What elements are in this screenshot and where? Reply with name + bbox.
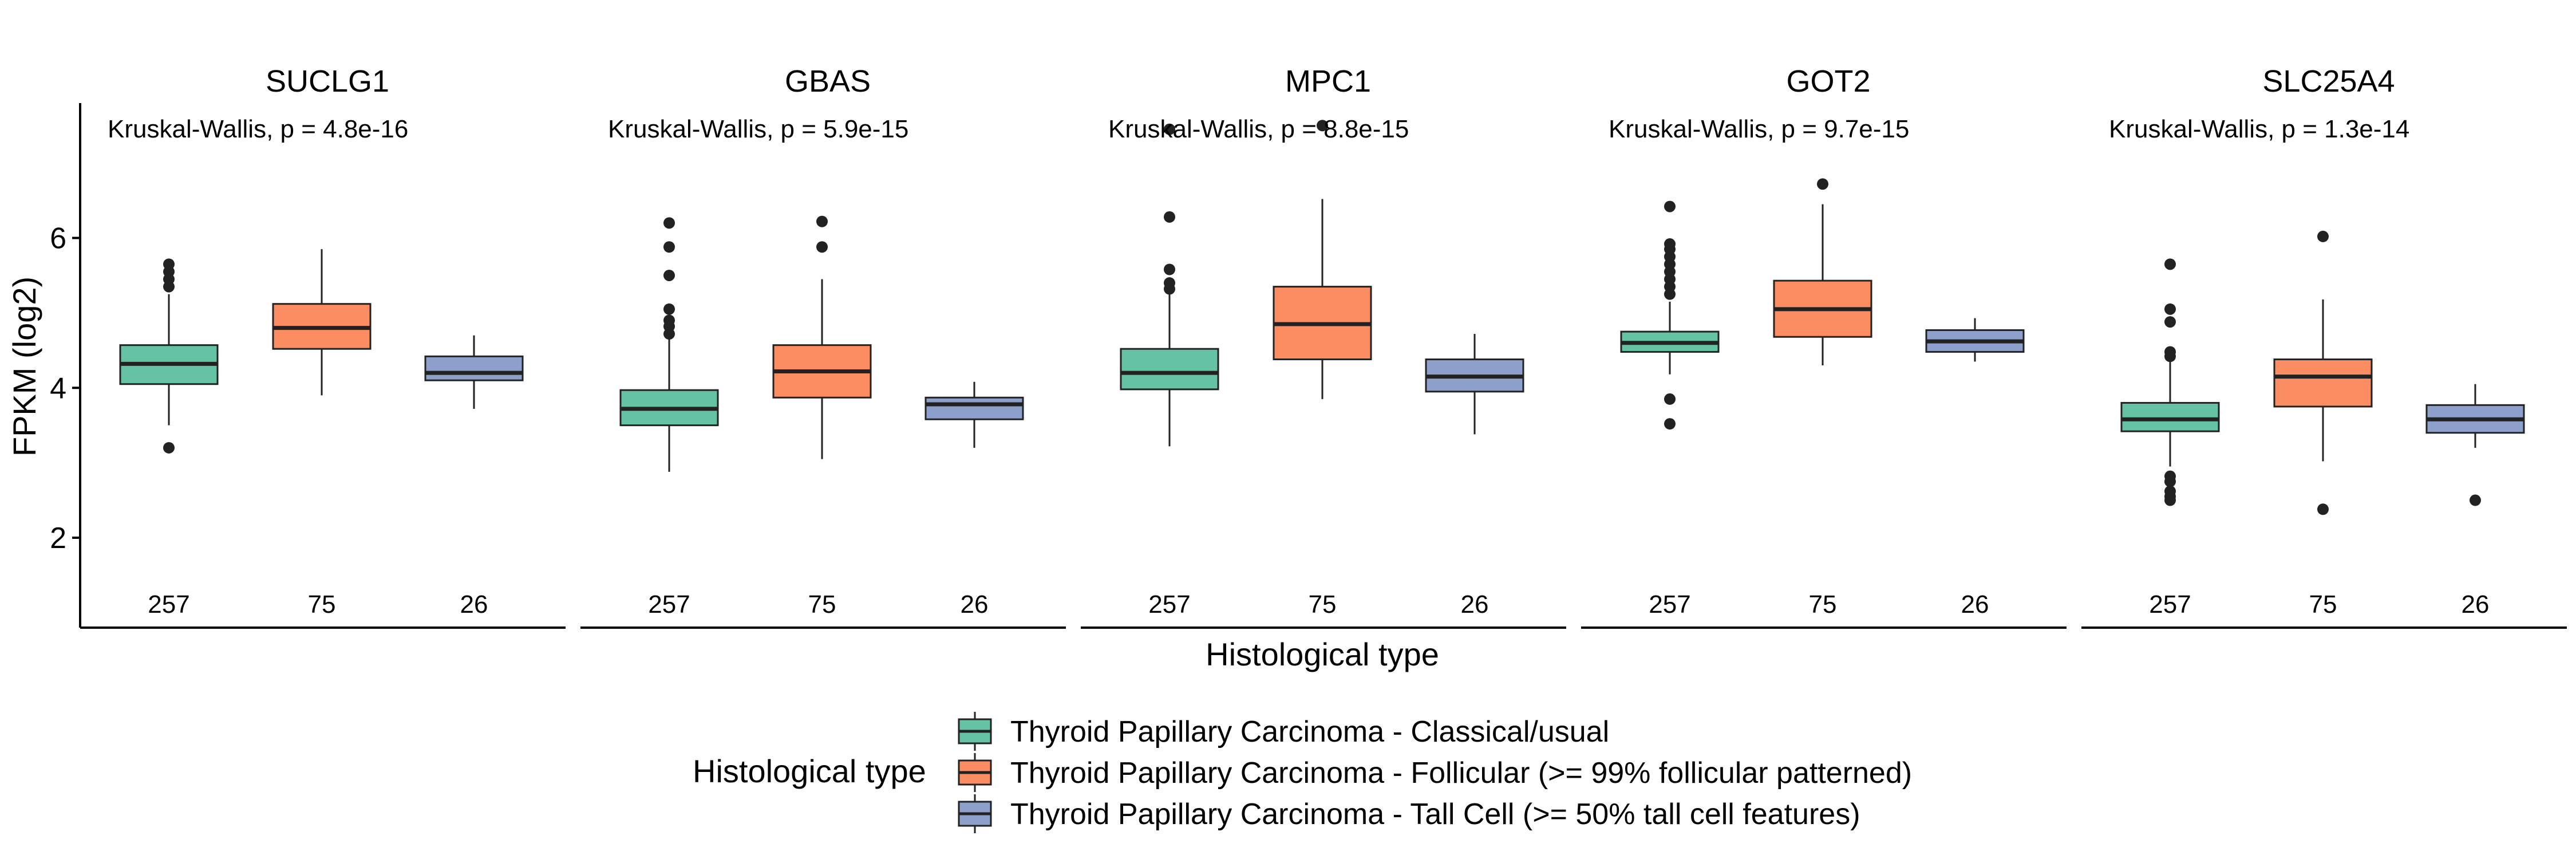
group-count-label: 26 — [1461, 590, 1489, 618]
outlier-point — [663, 217, 675, 229]
group-count-label: 75 — [308, 590, 336, 618]
box-group: 75 — [2273, 230, 2373, 618]
legend-label: Thyroid Papillary Carcinoma - Classical/… — [1010, 715, 1609, 748]
x-axis-title: Histological type — [1206, 636, 1439, 672]
legend: Histological type Thyroid Papillary Carc… — [693, 712, 1912, 833]
box-group: 75 — [272, 249, 372, 618]
outlier-point — [663, 269, 675, 281]
outlier-point — [816, 241, 828, 253]
outlier-point — [2317, 230, 2329, 242]
facet-title: GBAS — [785, 64, 871, 98]
group-count-label: 75 — [1809, 590, 1837, 618]
box-group: 26 — [424, 335, 524, 618]
outlier-point — [663, 314, 675, 326]
kruskal-wallis-label: Kruskal-Wallis, p = 8.8e-15 — [1108, 115, 1409, 143]
box-group: 75 — [772, 215, 872, 618]
box — [424, 355, 524, 381]
kruskal-wallis-label: Kruskal-Wallis, p = 5.9e-15 — [608, 115, 908, 143]
box-group: 26 — [2425, 384, 2525, 618]
legend-title: Histological type — [693, 753, 926, 789]
facet-title: SLC25A4 — [2262, 64, 2395, 98]
outlier-point — [2164, 303, 2176, 315]
y-axis-ticks: 2 4 6 — [50, 222, 80, 555]
box — [2273, 358, 2373, 408]
legend-item: Thyroid Papillary Carcinoma - Classical/… — [958, 712, 1609, 751]
outlier-point — [2470, 494, 2481, 506]
box — [2120, 401, 2220, 432]
y-tick-label: 2 — [50, 522, 66, 555]
outlier-point — [1664, 418, 1676, 430]
group-count-label: 26 — [460, 590, 488, 618]
outlier-point — [2164, 475, 2176, 487]
outlier-point — [663, 241, 675, 253]
outlier-point — [1817, 178, 1828, 190]
outlier-point — [816, 215, 828, 227]
legend-item: Thyroid Papillary Carcinoma - Tall Cell … — [958, 794, 1860, 833]
facet-panels: SUCLG1 257 75 26 Kruskal-Wallis, p = 4.8e-16… — [80, 64, 2567, 629]
group-count-label: 257 — [1649, 590, 1690, 618]
legend-label: Thyroid Papillary Carcinoma - Tall Cell … — [1010, 798, 1860, 831]
kruskal-wallis-label: Kruskal-Wallis, p = 4.8e-16 — [108, 115, 408, 143]
facet-panel: GBAS 257 75 26 Kruskal-Wallis, p = 5.9e-15 — [580, 64, 1066, 629]
box-group: 257 — [1120, 123, 1219, 618]
y-tick-label: 4 — [50, 372, 66, 405]
facet-panel: SLC25A4 257 75 26 Kruskal-Wallis, p = 1.3e-1… — [2081, 64, 2567, 629]
facet-title: GOT2 — [1786, 64, 1870, 98]
outlier-point — [1317, 120, 1328, 132]
facet-title: MPC1 — [1285, 64, 1371, 98]
outlier-point — [1664, 393, 1676, 405]
group-count-label: 75 — [808, 590, 836, 618]
outlier-point — [2317, 503, 2329, 515]
outlier-point — [1664, 200, 1676, 212]
outlier-point — [1164, 211, 1175, 223]
facet-title: SUCLG1 — [266, 64, 389, 98]
y-axis-title: FPKM (log2) — [6, 277, 42, 456]
outlier-point — [1164, 263, 1175, 275]
box-group: 257 — [2120, 258, 2220, 618]
group-count-label: 26 — [1961, 590, 1989, 618]
y-tick-label: 6 — [50, 222, 66, 255]
outlier-point — [163, 442, 175, 454]
outlier-point — [2164, 316, 2176, 328]
legend-label: Thyroid Papillary Carcinoma - Follicular… — [1010, 756, 1912, 790]
outlier-point — [2164, 258, 2176, 270]
group-count-label: 75 — [2309, 590, 2337, 618]
outlier-point — [663, 303, 675, 315]
box-group: 257 — [619, 217, 719, 618]
outlier-point — [163, 258, 175, 270]
group-count-label: 257 — [1148, 590, 1190, 618]
kruskal-wallis-label: Kruskal-Wallis, p = 1.3e-14 — [2109, 115, 2409, 143]
facet-panel: GOT2 257 75 26 Kruskal-Wallis, p = 9.7e-15 — [1581, 64, 2067, 629]
group-count-label: 75 — [1309, 590, 1337, 618]
legend-items: Thyroid Papillary Carcinoma - Classical/… — [958, 712, 1912, 833]
group-count-label: 26 — [2462, 590, 2490, 618]
group-count-label: 257 — [648, 590, 690, 618]
box-group: 257 — [1620, 200, 1720, 618]
box-group: 26 — [1425, 334, 1524, 618]
outlier-point — [2164, 346, 2176, 358]
outlier-point — [2164, 494, 2176, 506]
box-group: 75 — [1773, 178, 1872, 618]
facet-panel: MPC1 257 75 26 Kruskal-Wallis, p = 8.8e-15 — [1081, 64, 1566, 629]
box-group: 75 — [1273, 120, 1372, 618]
box-group: 26 — [1925, 318, 2025, 618]
group-count-label: 257 — [2149, 590, 2191, 618]
box-group: 257 — [119, 258, 219, 618]
box — [924, 396, 1024, 420]
group-count-label: 26 — [961, 590, 989, 618]
outlier-point — [1664, 238, 1676, 250]
outlier-point — [1164, 123, 1175, 135]
legend-item: Thyroid Papillary Carcinoma - Follicular… — [958, 753, 1912, 792]
facet-panel: SUCLG1 257 75 26 Kruskal-Wallis, p = 4.8e-16 — [80, 64, 566, 629]
group-count-label: 257 — [148, 590, 189, 618]
box-group: 26 — [924, 381, 1024, 618]
kruskal-wallis-label: Kruskal-Wallis, p = 9.7e-15 — [1609, 115, 1909, 143]
outlier-point — [1164, 277, 1175, 289]
box — [1120, 348, 1219, 391]
